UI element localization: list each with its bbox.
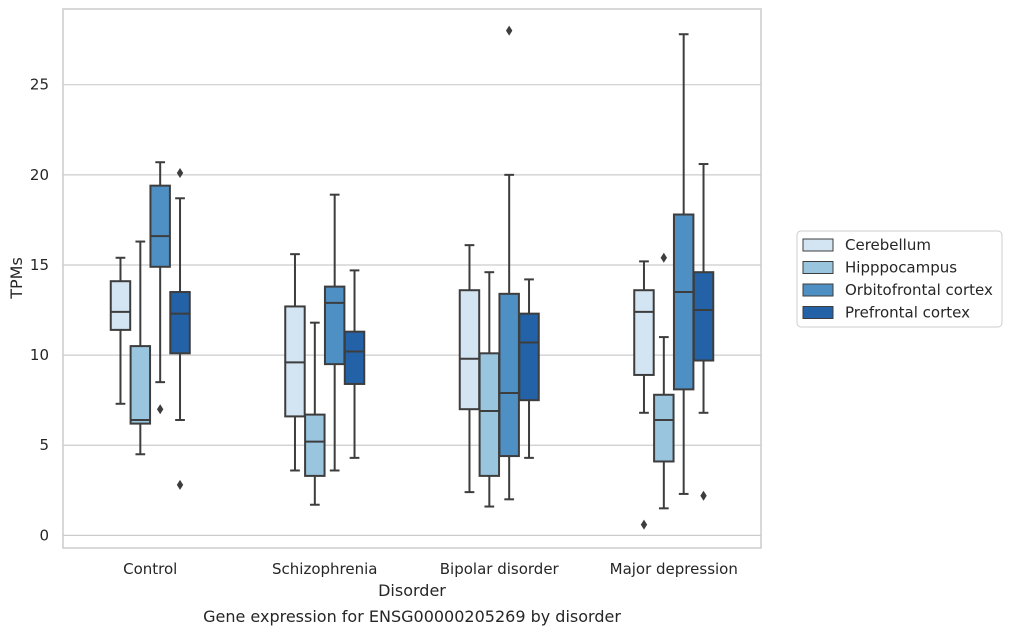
chart-title: Gene expression for ENSG00000205269 by d… bbox=[203, 607, 621, 626]
box-iqr bbox=[304, 413, 326, 477]
box-iqr bbox=[633, 289, 655, 376]
box-3-1 bbox=[343, 269, 366, 459]
x-axis-label: Disorder bbox=[378, 581, 446, 600]
box-3-3 bbox=[692, 163, 715, 501]
box-3-2 bbox=[518, 278, 540, 459]
box-1-0 bbox=[129, 240, 152, 456]
box-2-3 bbox=[672, 33, 695, 495]
outlier-point-0 bbox=[505, 25, 513, 36]
boxes-layer bbox=[109, 25, 715, 530]
x-tick-label-0: Control bbox=[123, 560, 177, 578]
box-iqr bbox=[109, 280, 132, 331]
y-tick-label-3: 15 bbox=[30, 256, 49, 274]
box-1-1 bbox=[304, 321, 326, 506]
box-iqr bbox=[169, 291, 191, 355]
box-iqr bbox=[323, 285, 346, 366]
box-2-0 bbox=[149, 161, 171, 415]
plot-frame bbox=[62, 8, 762, 549]
y-tick-label-2: 10 bbox=[30, 346, 49, 364]
box-iqr bbox=[149, 184, 171, 268]
legend-label-0: Cerebellum bbox=[845, 236, 931, 254]
legend-swatch-3 bbox=[802, 306, 834, 319]
y-tick-label-0: 0 bbox=[39, 526, 49, 544]
box-iqr bbox=[518, 312, 540, 402]
legend-frame bbox=[796, 230, 1003, 328]
box-0-1 bbox=[284, 253, 306, 472]
y-tick-label-1: 5 bbox=[39, 436, 49, 454]
box-iqr bbox=[672, 213, 695, 391]
box-iqr bbox=[458, 289, 481, 411]
outlier-point-0 bbox=[156, 404, 164, 415]
y-axis-label: TPMs bbox=[7, 257, 26, 300]
legend-label-2: Orbitofrontal cortex bbox=[845, 281, 993, 299]
plot-background bbox=[63, 9, 761, 548]
box-iqr bbox=[653, 393, 675, 463]
y-tick-label-4: 20 bbox=[30, 166, 49, 184]
box-iqr bbox=[692, 271, 715, 362]
outlier-point-0 bbox=[176, 479, 184, 490]
legend: Cerebellum Hipppocampus Orbitofrontal cort… bbox=[796, 230, 1003, 328]
outlier-point-0 bbox=[660, 252, 668, 263]
legend-label-3: Prefrontal cortex bbox=[845, 304, 970, 322]
box-iqr bbox=[498, 292, 520, 458]
legend-label-1: Hipppocampus bbox=[845, 259, 957, 277]
legend-swatch-1 bbox=[802, 261, 834, 274]
box-2-1 bbox=[323, 193, 346, 472]
y-tick-labels: 0 5 10 15 20 25 bbox=[30, 76, 49, 545]
box-2-2 bbox=[498, 25, 520, 501]
box-iqr bbox=[129, 345, 152, 425]
outlier-point-0 bbox=[640, 519, 648, 530]
x-tick-labels: Control Schizophrenia Bipolar disorder Majo… bbox=[123, 560, 738, 578]
outlier-point-0 bbox=[700, 490, 707, 501]
legend-swatch-2 bbox=[802, 283, 834, 297]
outlier-point-1 bbox=[176, 168, 184, 179]
box-1-3 bbox=[653, 252, 675, 510]
x-tick-label-2: Bipolar disorder bbox=[440, 560, 560, 578]
box-iqr bbox=[478, 352, 501, 477]
box-0-0 bbox=[109, 256, 132, 405]
y-tick-label-5: 25 bbox=[30, 76, 49, 94]
box-0-3 bbox=[633, 260, 655, 530]
legend-swatch-0 bbox=[802, 238, 834, 252]
x-tick-label-3: Major depression bbox=[610, 560, 738, 578]
box-0-2 bbox=[458, 244, 481, 494]
box-iqr bbox=[343, 330, 366, 385]
x-tick-label-1: Schizophrenia bbox=[272, 560, 377, 578]
box-3-0 bbox=[169, 168, 191, 490]
